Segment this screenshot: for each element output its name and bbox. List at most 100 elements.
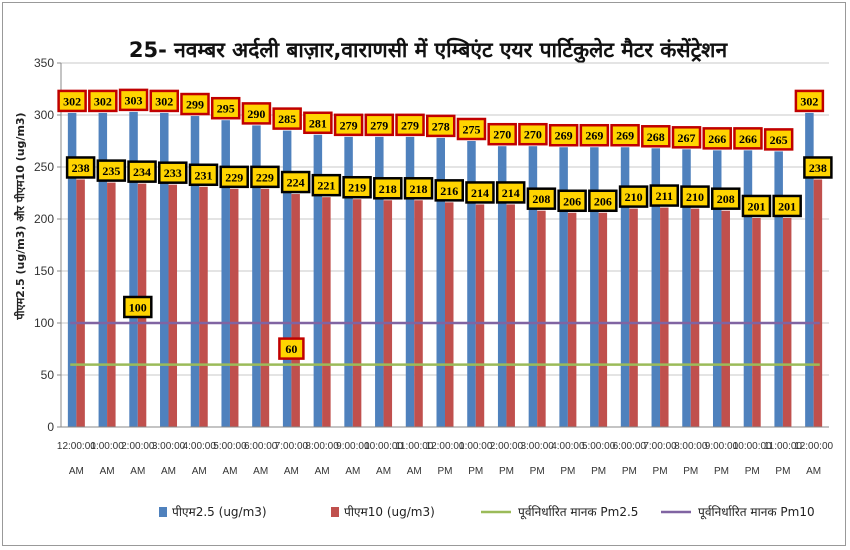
data-label-pm10-text: 214 [502,186,520,200]
data-label-pm25-box [395,113,425,137]
data-label-pm25-box [487,122,517,146]
data-label-pm25-text: 302 [63,94,81,108]
x-tick-label-time: 4:00:00 [551,441,585,452]
bar-pm25 [590,147,599,428]
x-tick-label-time: 8:00:00 [305,441,339,452]
data-label-pm10-text: 224 [287,176,305,190]
data-label-pm10: 224 [280,170,311,194]
data-label-pm10: 231 [188,163,219,187]
data-label-pm10: 211 [649,184,680,207]
data-label-pm25-text: 266 [739,132,757,146]
x-tick-label-time: 9:00:00 [705,441,739,452]
data-label-pm25: 265 [763,128,794,151]
bar-pm10 [537,210,546,427]
legend-swatch [159,507,167,517]
data-label-standard-pm25-box [278,337,305,360]
bar-pm25 [497,146,507,427]
bar-pm10 [76,179,85,427]
data-label-pm10-text: 238 [72,161,90,175]
data-label-pm25-text: 278 [432,119,450,133]
x-tick-label-ampm: AM [376,466,391,477]
data-label-pm25-text: 285 [278,112,296,126]
data-label-pm10-box [311,173,342,197]
bar-pm10 [291,194,300,427]
data-label-pm10-text: 219 [348,181,366,195]
data-label-pm10-text: 233 [164,166,182,180]
x-tick-label-time: 2:00:00 [490,441,524,452]
x-tick-label-time: 7:00:00 [643,441,677,452]
x-tick-label-ampm: PM [622,466,637,477]
data-label-pm25-box [671,126,702,149]
data-label-pm10-text: 238 [809,161,827,175]
data-label-pm25: 275 [456,117,487,141]
data-label-pm10-box [803,156,833,179]
y-axis-label: पीएम2.5 (ug/m3) और पीएम10 (ug/m3) [13,112,27,320]
data-label-pm25-text: 265 [770,133,788,147]
x-tick-label-ampm: PM [560,466,575,477]
data-label-pm25-text: 270 [524,128,542,142]
x-tick-label-time: 5:00:00 [213,441,247,452]
x-tick-label-ampm: PM [714,466,729,477]
data-label-pm25-text: 268 [647,130,665,144]
bar-pm25 [528,146,538,427]
bar-pm25 [467,141,476,427]
x-tick-label-time: 10:00:00 [733,441,772,452]
data-label-pm10: 210 [680,185,710,208]
bar-pm25 [682,149,691,427]
bar-pm25 [774,151,783,427]
standard-lines-layer [70,321,820,366]
bar-pm10 [168,184,178,427]
data-label-pm10-box [250,165,280,189]
data-label-pm25-box [88,89,118,113]
bar-pm10 [506,204,515,427]
data-label-pm10-box [649,184,680,207]
bar-pm10 [690,208,700,427]
bar-pm25 [252,125,261,428]
bar-pm10 [475,204,485,427]
x-tick-label-time: 5:00:00 [582,441,616,452]
data-label-pm25-text: 266 [708,132,726,146]
x-tick-label-ampm: AM [100,466,115,477]
data-label-pm10: 229 [219,165,249,189]
data-label-pm25: 302 [794,89,825,113]
data-label-pm10-text: 235 [102,164,120,178]
data-label-pm10: 238 [65,156,96,179]
x-tick-label-ampm: AM [315,466,330,477]
bar-pm10 [229,188,239,427]
x-tick-label-time: 2:00:00 [121,441,155,452]
x-tick-label-time: 4:00:00 [183,441,217,452]
data-label-pm25: 295 [210,96,241,120]
data-label-pm10-text: 229 [225,170,243,184]
legend-item: पूर्वनिर्धारित मानक Pm10 [661,505,815,520]
y-tick-label: 50 [41,368,55,382]
data-label-pm25-box [702,127,732,150]
bar-pm10 [383,200,393,427]
x-tick-label-time: 3:00:00 [152,441,186,452]
bar-pm25 [313,134,323,427]
data-label-pm25-text: 302 [800,94,818,108]
data-label-pm10-text: 208 [717,192,735,206]
bar-pm10 [352,199,362,427]
data-label-pm10-box [280,170,311,194]
bar-pm10 [199,186,208,427]
data-label-pm25-box [548,123,579,147]
data-label-pm25-text: 267 [678,131,696,145]
x-tick-label-time: 11:00:00 [764,441,803,452]
x-tick-label-time: 12:00:00 [426,441,465,452]
data-label-pm25: 279 [333,113,364,137]
x-tick-label-ampm: AM [130,466,145,477]
data-label-pm25-text: 295 [217,102,235,116]
data-label-pm10-text: 211 [656,189,673,203]
legend-label: पूर्वनिर्धारित मानक Pm2.5 [518,505,638,520]
chart-svg: 25- नवम्बर अर्दली बाज़ार,वाराणसी में एम्… [13,37,834,520]
data-label-pm10-text: 206 [594,194,612,208]
bar-pm25 [160,112,169,428]
data-label-pm10-box [465,181,495,204]
y-tick-label: 250 [34,160,54,174]
x-tick-label-ampm: PM [468,466,483,477]
x-tick-label-ampm: AM [69,466,84,477]
bar-pm25 [651,148,661,427]
data-label-pm25-text: 279 [340,118,358,132]
data-label-pm25: 268 [641,125,671,148]
